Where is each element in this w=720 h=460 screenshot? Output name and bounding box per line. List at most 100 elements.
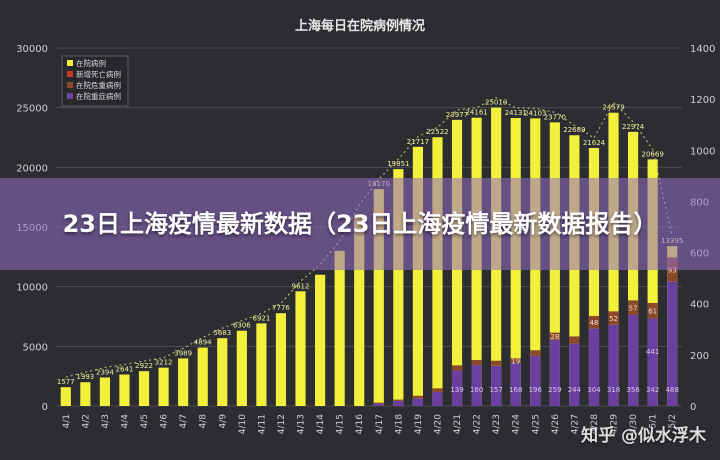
bar-critical (530, 350, 541, 356)
bar-severe (608, 324, 619, 406)
bar-critical (412, 395, 423, 399)
x-tick-label: 4/23 (492, 414, 502, 434)
y2-tick-label: 0 (690, 402, 696, 413)
data-label-inpatient: 1577 (57, 378, 75, 386)
legend-label: 新增死亡病例 (76, 69, 121, 79)
y2-tick-label: 1200 (690, 95, 715, 106)
bar-severe (530, 355, 541, 406)
x-tick-label: 4/8 (199, 414, 209, 429)
x-tick-label: 4/1 (62, 414, 72, 428)
bar-critical (628, 300, 639, 315)
data-label-inpatient: 24103 (524, 109, 546, 117)
y2-tick-label: 1400 (690, 44, 715, 55)
data-label-inpatient: 1993 (76, 373, 94, 381)
x-tick-label: 4/16 (355, 414, 365, 434)
overlay-title-text: 23日上海疫情最新数据（23日上海疫情最新数据报告） (62, 210, 658, 238)
x-tick-label: 4/17 (375, 414, 385, 434)
bar-critical (608, 311, 619, 325)
x-tick-label: 4/27 (570, 414, 580, 434)
bar-inpatient (569, 135, 580, 406)
data-label-severe: 304 (587, 386, 601, 394)
bar-inpatient (588, 147, 600, 406)
data-label-inpatient: 22974 (622, 123, 645, 131)
bar-inpatient (60, 387, 71, 406)
x-tick-label: 4/20 (433, 414, 443, 434)
x-tick-label: 4/7 (179, 414, 189, 428)
bar-inpatient (256, 323, 267, 406)
data-label-inpatient: 2641 (116, 365, 134, 373)
x-tick-label: 4/30 (629, 414, 639, 434)
data-label-extra: 441 (646, 348, 659, 356)
bar-critical (588, 315, 600, 329)
data-label-severe: 168 (509, 386, 522, 394)
x-tick-label: 4/19 (414, 414, 424, 434)
bar-inpatient (412, 146, 423, 406)
bar-critical (451, 365, 463, 371)
data-label-severe: 488 (666, 386, 679, 394)
data-label-critical: 28 (550, 333, 559, 341)
data-label-critical: 93 (668, 266, 677, 274)
data-label-inpatient: 21717 (407, 138, 429, 146)
bar-severe (667, 281, 678, 406)
x-tick-label: 4/15 (336, 414, 346, 434)
legend-swatch (67, 71, 73, 77)
data-label-inpatient: 23770 (544, 113, 566, 121)
x-tick-label: 4/5 (140, 414, 150, 428)
data-label-critical: 52 (609, 315, 618, 323)
legend-swatch (67, 82, 73, 88)
bar-inpatient (99, 377, 110, 406)
data-label-inpatient: 20669 (642, 150, 664, 158)
data-label-inpatient: 23977 (446, 111, 468, 119)
x-tick-label: 4/2 (81, 414, 91, 428)
bar-inpatient (119, 374, 130, 406)
bar-severe (549, 339, 560, 406)
data-label-critical: 19 (511, 358, 520, 366)
bar-severe (588, 328, 600, 406)
y-tick-label: 10000 (16, 283, 48, 294)
x-tick-label: 4/22 (473, 414, 483, 434)
bar-inpatient (373, 189, 384, 406)
bar-severe (432, 391, 443, 406)
data-label-inpatient: 3989 (174, 349, 192, 357)
chart-title: 上海每日在院病例情况 (295, 18, 425, 34)
x-tick-label: 4/10 (238, 414, 248, 434)
legend-label: 在院危重病例 (76, 80, 121, 90)
x-tick-label: 4/4 (120, 414, 130, 429)
bar-critical (491, 360, 502, 366)
data-label-inpatient: 5683 (213, 329, 231, 337)
legend-label: 在院重症病例 (76, 91, 121, 101)
bar-critical (393, 399, 404, 401)
bar-inpatient (393, 169, 404, 406)
data-label-inpatient: 6306 (233, 322, 251, 330)
bar-inpatient (138, 371, 150, 406)
y-tick-label: 0 (42, 402, 48, 413)
x-tick-label: 4/26 (551, 414, 561, 434)
data-label-inpatient: 22689 (563, 126, 585, 134)
data-label-inpatient: 6921 (252, 314, 270, 322)
bar-inpatient (295, 291, 306, 406)
x-tick-label: 5/2 (668, 414, 678, 428)
data-label-inpatient: 24161 (465, 109, 487, 117)
x-tick-label: 4/14 (316, 414, 326, 434)
x-tick-label: 4/11 (257, 414, 267, 434)
data-label-severe: 196 (529, 386, 543, 394)
bar-inpatient (217, 338, 228, 406)
x-tick-label: 5/1 (649, 414, 659, 428)
bar-severe (647, 318, 658, 406)
bar-inpatient (354, 215, 365, 406)
bar-critical (569, 336, 580, 344)
data-label-inpatient: 7776 (272, 304, 290, 312)
data-label-critical: 61 (648, 308, 657, 316)
bar-inpatient (178, 358, 189, 406)
data-label-inpatient: 2394 (96, 368, 114, 376)
overlay-title-banner: 23日上海疫情最新数据（23日上海疫情最新数据报告） (0, 178, 720, 270)
bar-severe (412, 398, 423, 406)
bar-severe (569, 343, 580, 406)
bar-critical (510, 358, 521, 364)
y-tick-label: 25000 (16, 104, 48, 115)
data-label-severe: 139 (450, 386, 463, 394)
bar-critical (549, 332, 560, 340)
y2-tick-label: 200 (690, 351, 709, 362)
x-tick-label: 4/18 (394, 414, 404, 434)
